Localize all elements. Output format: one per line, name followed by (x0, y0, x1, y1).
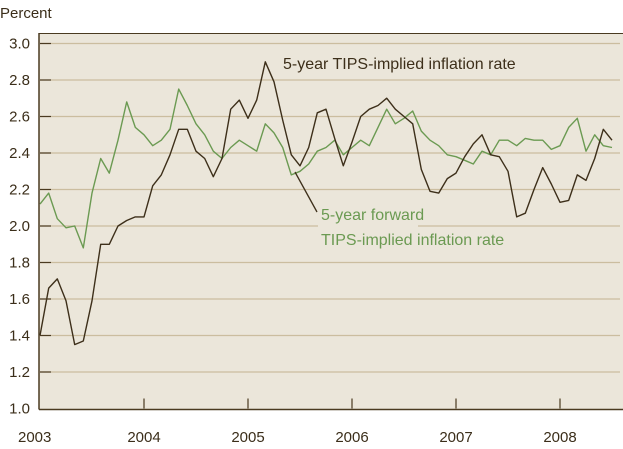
y-tick-label: 1.8 (9, 255, 30, 272)
x-tick-label: 2006 (335, 429, 368, 446)
label-leader-line (294, 171, 318, 213)
y-tick-label: 1.4 (9, 328, 30, 345)
x-tick-label: 2008 (543, 429, 576, 446)
y-tick-label: 2.8 (9, 72, 30, 89)
y-tick-label: 1.2 (9, 364, 30, 381)
series-line-5yr (39, 61, 613, 346)
axes: 1.0 1.2 1.4 1.6 1.8 2.0 2.2 2.4 2.6 2.8 3.0 2003 200… (9, 33, 623, 446)
series-label-5yr-forward-line1: 5-year forward (321, 207, 424, 224)
y-tick-label: 2.0 (9, 218, 30, 235)
x-tick-label: 2005 (231, 429, 264, 446)
y-tick-label: 2.6 (9, 109, 30, 126)
x-tick-label: 2003 (18, 429, 51, 446)
y-tick-label: 1.6 (9, 291, 30, 308)
series-line-5yr-forward (39, 88, 613, 249)
gridlines (40, 42, 620, 373)
x-tick-label: 2007 (439, 429, 472, 446)
y-tick-label: 3.0 (9, 36, 30, 53)
y-tick-label: 1.0 (9, 401, 30, 418)
series-label-5yr-forward-line2: TIPS-implied inflation rate (321, 232, 504, 249)
label-background (318, 200, 418, 246)
y-axis-title: Percent (0, 5, 53, 22)
series-label-5yr: 5-year TIPS-implied inflation rate (283, 56, 516, 73)
series-lines (39, 61, 613, 346)
y-tick-label: 2.2 (9, 182, 30, 199)
y-tick-label: 2.4 (9, 145, 30, 162)
x-tick-label: 2004 (127, 429, 160, 446)
